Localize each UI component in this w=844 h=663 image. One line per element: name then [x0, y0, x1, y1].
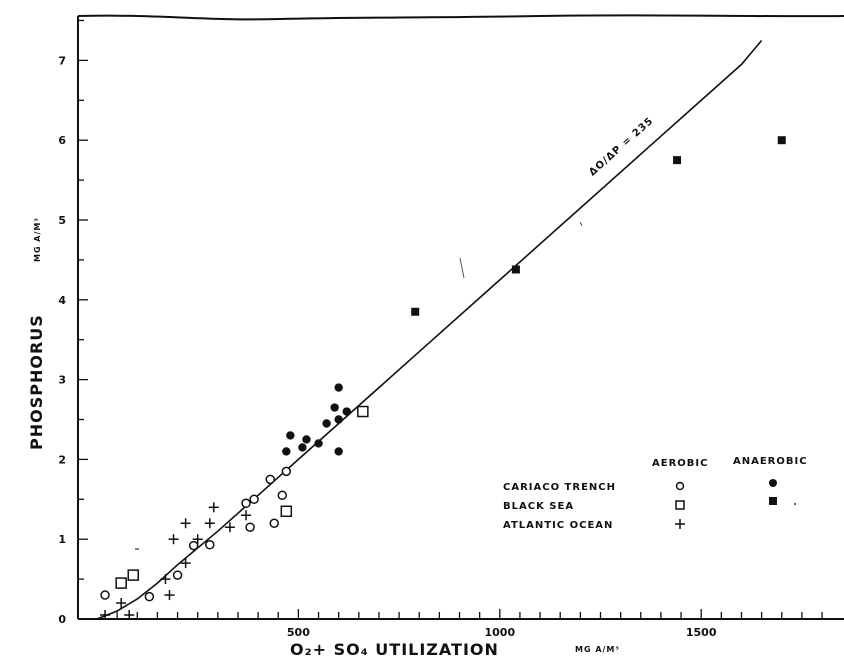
- top-border: [77, 14, 844, 21]
- point-open-circle: [277, 490, 288, 501]
- y-tick-label: 6: [58, 134, 66, 147]
- point-filled-circle: [302, 435, 311, 444]
- point-filled-circle: [322, 419, 331, 428]
- legend-marker-blacksea-aerobic: [675, 500, 685, 510]
- point-plus: [180, 558, 191, 569]
- point-open-circle: [249, 494, 259, 505]
- x-axis-unit: MG A/M³: [575, 645, 620, 654]
- point-filled-circle: [342, 407, 351, 416]
- point-filled-circle: [330, 403, 339, 412]
- point-open-circle: [100, 590, 110, 600]
- y-tick-label: 4: [58, 294, 66, 307]
- legend-marker-cariaco-aerobic: [675, 481, 685, 491]
- point-open-circle: [241, 498, 251, 509]
- point-plus: [168, 534, 179, 545]
- legend-marker-atlantic: [675, 519, 685, 529]
- x-tick-label: 1500: [686, 626, 717, 639]
- point-filled-circle: [334, 415, 343, 424]
- point-plus: [204, 518, 215, 529]
- point-filled-circle: [286, 431, 295, 440]
- point-open-circle: [265, 474, 275, 485]
- point-open-circle: [205, 540, 215, 550]
- plot-frame: [77, 14, 844, 620]
- y-tick-label: 0: [58, 613, 66, 626]
- point-filled-square: [777, 136, 786, 145]
- legend: AEROBIC ANAEROBIC CARIACO TRENCH BLACK S…: [503, 456, 808, 531]
- legend-label-blacksea: BLACK SEA: [503, 501, 574, 512]
- legend-marker-blacksea-anaerobic: [769, 497, 777, 505]
- point-open-circle: [144, 591, 155, 602]
- y-tick-label: 2: [58, 453, 66, 466]
- point-plus: [208, 502, 219, 513]
- y-axis-unit: MG A/M³: [33, 217, 42, 262]
- x-axis-title: O₂+ SO₄ UTILIZATION: [290, 640, 499, 659]
- legend-header-aerobic: AEROBIC: [652, 458, 708, 469]
- legend-marker-cariaco-anaerobic: [769, 479, 777, 487]
- y-tick-label: 5: [58, 214, 66, 227]
- y-tick-label: 1: [58, 533, 66, 546]
- legend-label-atlantic: ATLANTIC OCEAN: [503, 520, 613, 531]
- point-filled-square: [411, 307, 420, 316]
- point-plus: [124, 610, 135, 621]
- point-open-circle: [281, 466, 292, 477]
- point-filled-circle: [314, 439, 323, 448]
- y-axis-ticks: [78, 19, 88, 580]
- stray-marks: [135, 221, 796, 550]
- point-plus: [116, 598, 127, 609]
- legend-label-cariaco: CARIACO TRENCH: [503, 482, 616, 493]
- point-open-circle: [269, 518, 279, 528]
- fit-line: [96, 39, 763, 620]
- point-filled-circle: [298, 443, 307, 452]
- point-plus: [100, 610, 111, 621]
- y-axis-tick-labels: 0 1 2 3 4 5 6 7: [58, 54, 66, 626]
- fit-line-annotation: ΔO/ΔP = 235: [587, 115, 656, 178]
- x-tick-label: 1000: [484, 626, 515, 639]
- point-plus: [164, 590, 175, 601]
- point-filled-circle: [334, 447, 343, 456]
- y-tick-label: 3: [58, 374, 66, 387]
- point-plus: [160, 574, 171, 585]
- point-plus: [192, 534, 203, 545]
- point-open-square: [115, 577, 127, 589]
- y-tick-label: 7: [58, 54, 66, 67]
- point-filled-square: [673, 156, 682, 165]
- point-plus: [224, 522, 235, 533]
- x-tick-label: 500: [287, 626, 310, 639]
- point-open-square: [280, 505, 293, 518]
- point-open-circle: [188, 540, 199, 551]
- point-open-circle: [245, 522, 255, 532]
- point-open-square: [357, 405, 369, 418]
- x-axis-tick-labels: 500 1000 1500: [287, 626, 717, 639]
- point-filled-square: [511, 265, 520, 274]
- legend-header-anaerobic: ANAEROBIC: [733, 456, 808, 467]
- point-open-square: [127, 569, 140, 581]
- point-plus: [180, 518, 191, 529]
- data-points: [100, 136, 786, 621]
- point-filled-circle: [334, 383, 343, 392]
- x-axis-ticks: [116, 609, 823, 619]
- point-open-circle: [172, 570, 183, 580]
- y-axis-title: PHOSPHORUS: [27, 314, 46, 450]
- point-plus: [241, 510, 252, 521]
- point-filled-circle: [282, 447, 291, 456]
